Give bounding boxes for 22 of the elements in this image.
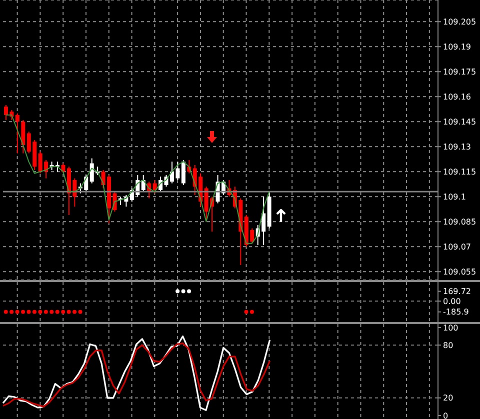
y-tick-label: 109.205 bbox=[443, 18, 476, 27]
y-tick-label: 109.13 bbox=[443, 142, 471, 152]
y-tick-label: 109.055 bbox=[443, 268, 476, 277]
y-tick-label: 0.00 bbox=[443, 296, 461, 306]
y-tick-label: 109.19 bbox=[443, 42, 471, 52]
y-tick-label: 20 bbox=[443, 394, 454, 403]
y-tick-label: 109.1 bbox=[443, 192, 466, 202]
y-tick-label: -185.9 bbox=[443, 308, 469, 317]
y-tick-label: 109.16 bbox=[443, 92, 471, 102]
y-tick-label: 109.145 bbox=[443, 118, 476, 127]
y-tick-label: 109.175 bbox=[443, 68, 476, 77]
candlestick bbox=[15, 112, 20, 154]
y-tick-label: 100 bbox=[443, 323, 458, 332]
y-tick-label: 80 bbox=[443, 340, 454, 350]
y-tick-label: 109.115 bbox=[443, 168, 476, 177]
y-tick-label: 109.085 bbox=[443, 218, 476, 227]
y-tick-label: 0 bbox=[443, 411, 448, 419]
candlestick bbox=[21, 120, 26, 154]
candlestick bbox=[181, 160, 186, 186]
y-tick-label: 109.07 bbox=[443, 242, 471, 252]
y-tick-label: 169.72 bbox=[443, 287, 471, 296]
candlestick bbox=[152, 180, 157, 194]
